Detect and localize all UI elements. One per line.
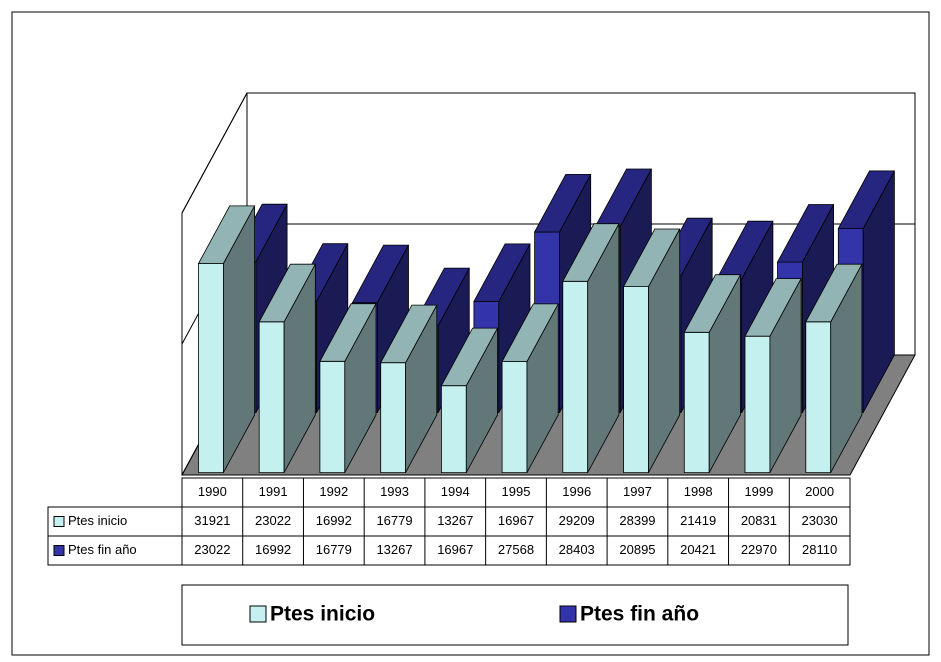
x-tick-label: 1997 xyxy=(623,484,652,499)
legend-swatch xyxy=(53,545,65,556)
bar-front xyxy=(258,321,285,474)
bar-top xyxy=(501,303,559,362)
bar-front xyxy=(683,331,710,474)
bar-top xyxy=(319,303,377,362)
x-tick-label: 1995 xyxy=(502,484,531,499)
bar-top xyxy=(776,204,835,263)
table-value: 20421 xyxy=(680,542,716,557)
x-tick-label: 2000 xyxy=(805,484,834,499)
bar-top xyxy=(562,223,620,282)
legend-swatch xyxy=(53,516,65,527)
x-tick-label: 1994 xyxy=(441,484,470,499)
bar-top xyxy=(533,173,592,233)
table-value: 16967 xyxy=(437,542,473,557)
x-tick-label: 1991 xyxy=(259,484,288,499)
row-label: Ptes fin año xyxy=(68,542,137,557)
x-tick-label: 1993 xyxy=(380,484,409,499)
bar-top xyxy=(837,170,896,229)
bar-top xyxy=(258,263,316,323)
bar-top xyxy=(380,304,438,364)
table-value: 20895 xyxy=(619,542,655,557)
legend-swatch xyxy=(249,605,267,623)
table-value: 16779 xyxy=(376,513,412,528)
bar-front xyxy=(501,361,528,474)
x-tick-label: 1999 xyxy=(744,484,773,499)
x-tick-label: 1992 xyxy=(319,484,348,499)
bar-front xyxy=(440,385,467,474)
legend-label: Ptes inicio xyxy=(270,603,375,626)
table-value: 23022 xyxy=(194,542,230,557)
table-value: 23022 xyxy=(255,513,291,528)
bar-front xyxy=(805,321,832,474)
table-value: 28399 xyxy=(619,513,655,528)
x-tick-label: 1990 xyxy=(198,484,227,499)
table-value: 29209 xyxy=(559,513,595,528)
bar-front xyxy=(744,335,771,474)
legend-label: Ptes fin año xyxy=(580,603,699,626)
table-value: 31921 xyxy=(194,513,230,528)
table-value: 16967 xyxy=(498,513,534,528)
table-value: 16992 xyxy=(316,513,352,528)
bar-front xyxy=(319,360,346,474)
x-tick-label: 1996 xyxy=(562,484,591,499)
table-value: 28110 xyxy=(802,542,837,557)
table-value: 13267 xyxy=(376,542,412,557)
bar-top xyxy=(744,278,802,337)
table-value: 22970 xyxy=(741,542,777,557)
legend-box xyxy=(181,584,849,646)
grid-line xyxy=(181,92,915,214)
bar-top xyxy=(197,205,256,264)
table-value: 13267 xyxy=(437,513,473,528)
bar-front xyxy=(380,362,407,474)
bar-front xyxy=(623,286,649,474)
table-value: 21419 xyxy=(680,513,716,528)
bar-front xyxy=(562,280,589,474)
bar-top xyxy=(805,263,863,323)
table-value: 16779 xyxy=(316,542,352,557)
table-value: 16992 xyxy=(255,542,291,557)
table-value: 23030 xyxy=(802,513,838,528)
bar-front xyxy=(198,263,224,474)
table-value: 27568 xyxy=(498,542,534,557)
bar-top xyxy=(473,243,531,302)
x-tick-label: 1998 xyxy=(684,484,713,499)
legend-swatch xyxy=(559,605,577,623)
bar-top xyxy=(440,327,499,387)
bar-top xyxy=(683,274,742,333)
table-value: 28403 xyxy=(559,542,595,557)
bar-top xyxy=(351,244,410,304)
table-value: 20831 xyxy=(741,513,777,528)
bar-top xyxy=(622,228,681,288)
row-label: Ptes inicio xyxy=(68,513,127,528)
